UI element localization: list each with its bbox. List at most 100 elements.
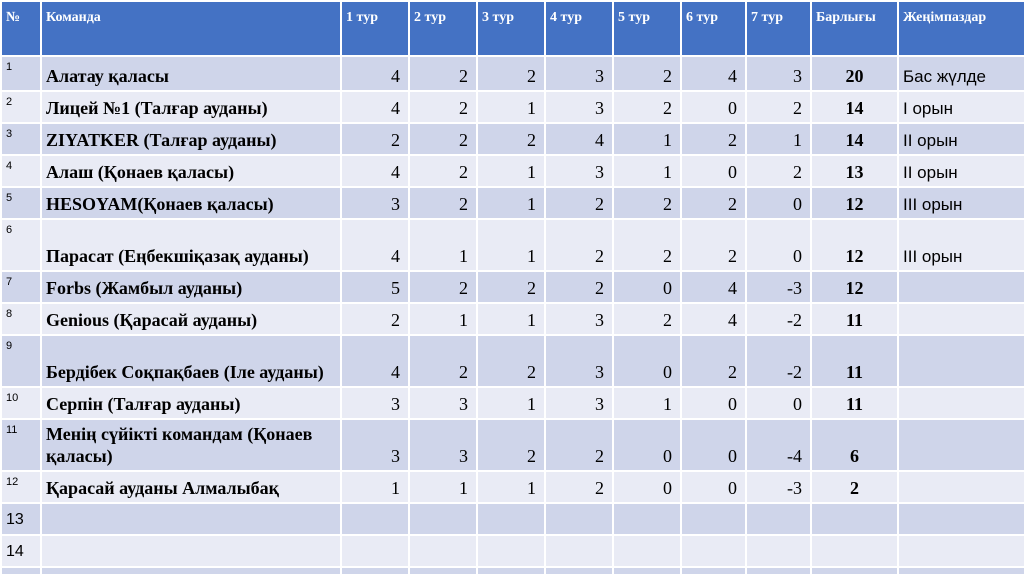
total-score: 11 [810, 386, 899, 420]
total-score: 13 [810, 154, 899, 188]
empty-cell [0, 566, 42, 574]
winner [897, 270, 1024, 304]
header-cell: № [0, 0, 42, 57]
round-score [680, 534, 747, 568]
header-cell: 2 тур [408, 0, 478, 57]
table-row [0, 566, 1024, 574]
total-score: 11 [810, 334, 899, 388]
round-score: 2 [340, 302, 410, 336]
round-score: 2 [680, 218, 747, 272]
header-cell: Барлығы [810, 0, 899, 57]
round-score [745, 534, 812, 568]
header-cell: 7 тур [745, 0, 812, 57]
table-row: 11 Менің сүйікті командам (Қонаев қаласы)… [0, 418, 1024, 472]
round-score: 2 [476, 418, 546, 472]
round-score: 2 [544, 186, 614, 220]
round-score: 2 [680, 186, 747, 220]
round-score: 4 [340, 90, 410, 124]
team-name: Алатау қаласы [40, 55, 342, 92]
round-score: 0 [612, 418, 682, 472]
team-name: Лицей №1 (Талғар ауданы) [40, 90, 342, 124]
row-number: 14 [0, 534, 42, 568]
round-score: 1 [745, 122, 812, 156]
round-score: 2 [612, 302, 682, 336]
round-score: 1 [612, 122, 682, 156]
round-score: 3 [340, 386, 410, 420]
round-score: 3 [340, 418, 410, 472]
round-score: 1 [476, 90, 546, 124]
table-row: 6 Парасат (Еңбекшіқазақ ауданы) 4 1 1 2 2 2 0 12 I… [0, 218, 1024, 272]
round-score: 2 [408, 270, 478, 304]
round-score: 0 [612, 334, 682, 388]
team-name: Бердібек Соқпақбаев (Іле ауданы) [40, 334, 342, 388]
round-score: 2 [745, 90, 812, 124]
header-cell: 5 тур [612, 0, 682, 57]
winner [897, 418, 1024, 472]
round-score: 2 [544, 470, 614, 504]
table-row: 8 Geniоus (Қарасай ауданы) 2 1 1 3 2 4 -2 11 [0, 302, 1024, 336]
round-score: 3 [544, 90, 614, 124]
round-score: 0 [745, 186, 812, 220]
round-score [340, 502, 410, 536]
winner [897, 334, 1024, 388]
empty-cell [897, 566, 1024, 574]
round-score [745, 502, 812, 536]
winner: III орын [897, 186, 1024, 220]
team-name: HESOYAM(Қонаев қаласы) [40, 186, 342, 220]
header-cell: 3 тур [476, 0, 546, 57]
table-row: 3 ZIYATKER (Талғар ауданы) 2 2 2 4 1 2 1 14 II оры… [0, 122, 1024, 156]
round-score: 0 [680, 154, 747, 188]
round-score: 4 [680, 270, 747, 304]
round-score [612, 534, 682, 568]
round-score: 3 [408, 418, 478, 472]
total-score: 6 [810, 418, 899, 472]
round-score: 1 [476, 154, 546, 188]
round-score [544, 534, 614, 568]
round-score: 3 [745, 55, 812, 92]
round-score: 3 [544, 302, 614, 336]
round-score: 0 [680, 470, 747, 504]
round-score [544, 502, 614, 536]
round-score: 2 [476, 270, 546, 304]
table-row: 2 Лицей №1 (Талғар ауданы) 4 2 1 3 2 0 2 14 I орын [0, 90, 1024, 124]
empty-cell [340, 566, 410, 574]
winner [897, 534, 1024, 568]
round-score: -3 [745, 470, 812, 504]
round-score: 0 [745, 218, 812, 272]
round-score: 2 [476, 55, 546, 92]
winner: Бас жүлде [897, 55, 1024, 92]
round-score: 1 [476, 386, 546, 420]
round-score: 3 [340, 186, 410, 220]
total-score: 20 [810, 55, 899, 92]
header-cell: 1 тур [340, 0, 410, 57]
round-score [476, 534, 546, 568]
total-score: 12 [810, 186, 899, 220]
round-score: 2 [408, 186, 478, 220]
round-score: 0 [680, 386, 747, 420]
round-score: 2 [476, 122, 546, 156]
round-score: -2 [745, 334, 812, 388]
table-row: 13 [0, 502, 1024, 536]
round-score: 1 [612, 386, 682, 420]
round-score: 0 [745, 386, 812, 420]
row-number: 2 [0, 90, 42, 124]
round-score [680, 502, 747, 536]
round-score: 2 [340, 122, 410, 156]
table-row: 14 [0, 534, 1024, 568]
team-name: Парасат (Еңбекшіқазақ ауданы) [40, 218, 342, 272]
round-score: 1 [340, 470, 410, 504]
round-score: 0 [612, 470, 682, 504]
round-score: 4 [680, 302, 747, 336]
winner: II орын [897, 154, 1024, 188]
round-score: 3 [544, 334, 614, 388]
round-score: 2 [408, 55, 478, 92]
round-score: 2 [408, 90, 478, 124]
header-cell: Команда [40, 0, 342, 57]
table-row: 7 Forbs (Жамбыл ауданы) 5 2 2 2 0 4 -3 12 [0, 270, 1024, 304]
round-score: 0 [680, 90, 747, 124]
total-score: 11 [810, 302, 899, 336]
row-number: 9 [0, 334, 42, 388]
empty-cell [408, 566, 478, 574]
row-number: 11 [0, 418, 42, 472]
round-score: 1 [612, 154, 682, 188]
